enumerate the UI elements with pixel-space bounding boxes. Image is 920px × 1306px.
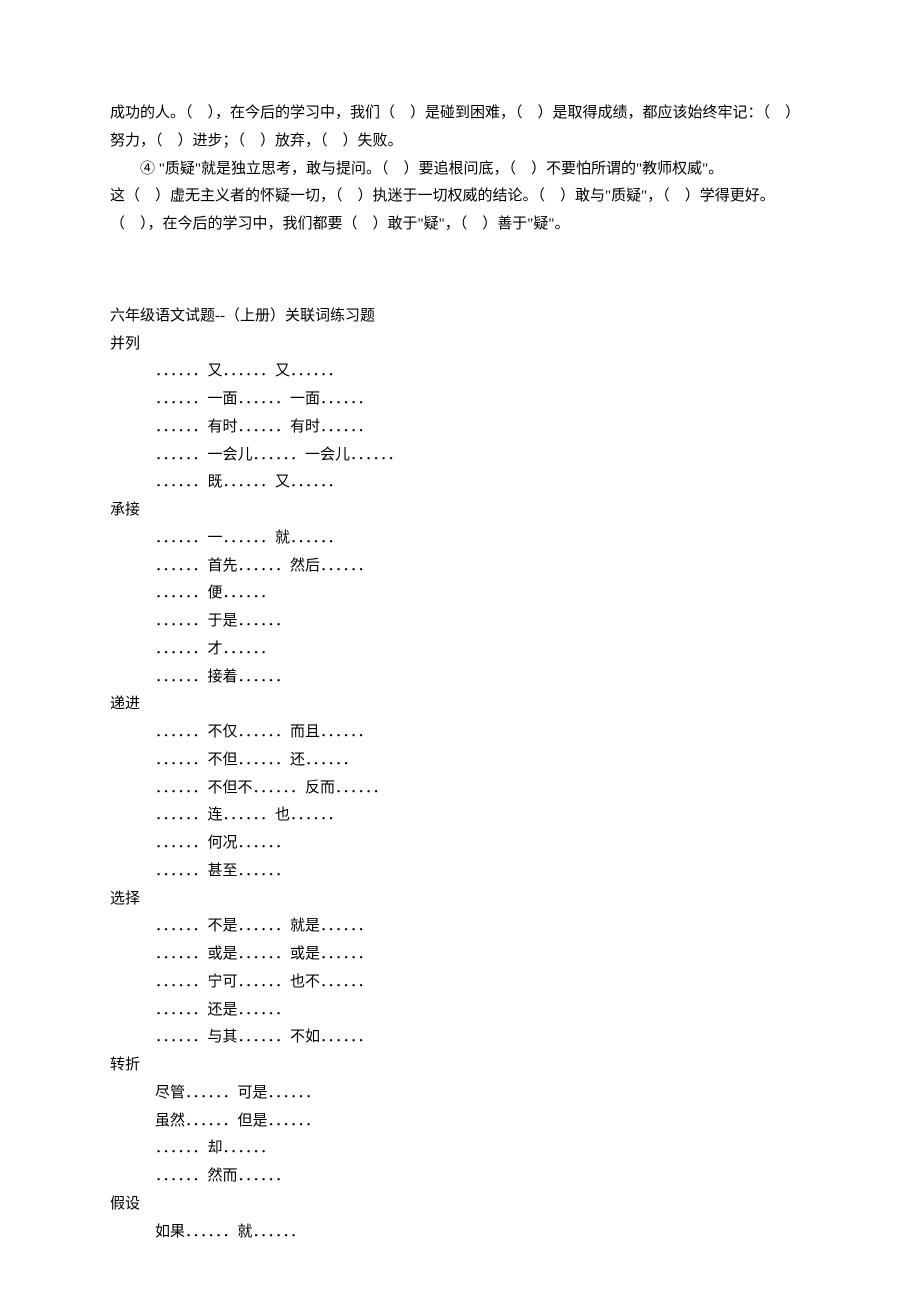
spacer xyxy=(110,239,810,263)
list-item: ．．．．．．却．．．．．． xyxy=(110,1135,810,1163)
intro-paragraph-1: 成功的人。（ ），在今后的学习中，我们（ ）是碰到困难，（ ）是取得成绩，都应该… xyxy=(110,100,810,156)
list-item: ．．．．．．不是．．．．．．就是．．．．．． xyxy=(110,913,810,941)
category-label: 并列 xyxy=(110,331,810,359)
list-item: ．．．．．．何况．．．．．． xyxy=(110,830,810,858)
list-item: ．．．．．．然而．．．．．． xyxy=(110,1163,810,1191)
category-label: 选择 xyxy=(110,886,810,914)
list-item: ．．．．．．一．．．．．．就．．．．．． xyxy=(110,525,810,553)
list-item: ．．．．．．还是．．．．．． xyxy=(110,997,810,1025)
categories-container: 并列．．．．．．又．．．．．．又．．．．．．．．．．．．一面．．．．．．一面．．… xyxy=(110,331,810,1247)
list-item: ．．．．．．接着．．．．．． xyxy=(110,664,810,692)
intro-paragraph-2b: 这（ ）虚无主义者的怀疑一切，（ ）执迷于一切权威的结论。（ ）敢与"质疑"，（… xyxy=(110,183,810,239)
list-item: ．．．．．．既．．．．．．又．．．．．． xyxy=(110,469,810,497)
list-item: ．．．．．．有时．．．．．．有时．．．．．． xyxy=(110,414,810,442)
list-item: ．．．．．．一面．．．．．．一面．．．．．． xyxy=(110,386,810,414)
list-item: ．．．．．．才．．．．．． xyxy=(110,636,810,664)
list-item: 尽管．．．．．．可是．．．．．． xyxy=(110,1080,810,1108)
category-label: 递进 xyxy=(110,691,810,719)
list-item: ．．．．．．便．．．．．． xyxy=(110,580,810,608)
category-label: 承接 xyxy=(110,497,810,525)
list-item: ．．．．．．不但．．．．．．还．．．．．． xyxy=(110,747,810,775)
list-item: ．．．．．．宁可．．．．．．也不．．．．．． xyxy=(110,969,810,997)
list-item: ．．．．．．甚至．．．．．． xyxy=(110,858,810,886)
category-label: 假设 xyxy=(110,1191,810,1219)
list-item: ．．．．．．或是．．．．．．或是．．．．．． xyxy=(110,941,810,969)
list-item: ．．．．．．于是．．．．．． xyxy=(110,608,810,636)
list-item: ．．．．．．与其．．．．．．不如．．．．．． xyxy=(110,1024,810,1052)
list-item: ．．．．．．首先．．．．．．然后．．．．．． xyxy=(110,553,810,581)
list-item: ．．．．．．又．．．．．．又．．．．．． xyxy=(110,358,810,386)
list-item: 如果．．．．．．就．．．．．． xyxy=(110,1219,810,1247)
section-title: 六年级语文试题--（上册）关联词练习题 xyxy=(110,303,810,331)
list-item: ．．．．．．连．．．．．．也．．．．．． xyxy=(110,802,810,830)
list-item: 虽然．．．．．．但是．．．．．． xyxy=(110,1108,810,1136)
list-item: ．．．．．．不但不．．．．．．反而．．．．．． xyxy=(110,775,810,803)
intro-paragraph-2a: ④ "质疑"就是独立思考，敢与提问。（ ）要追根问底，（ ）不要怕所谓的"教师权… xyxy=(110,156,810,184)
list-item: ．．．．．．不仅．．．．．．而且．．．．．． xyxy=(110,719,810,747)
list-item: ．．．．．．一会儿．．．．．．一会儿．．．．．． xyxy=(110,442,810,470)
category-label: 转折 xyxy=(110,1052,810,1080)
